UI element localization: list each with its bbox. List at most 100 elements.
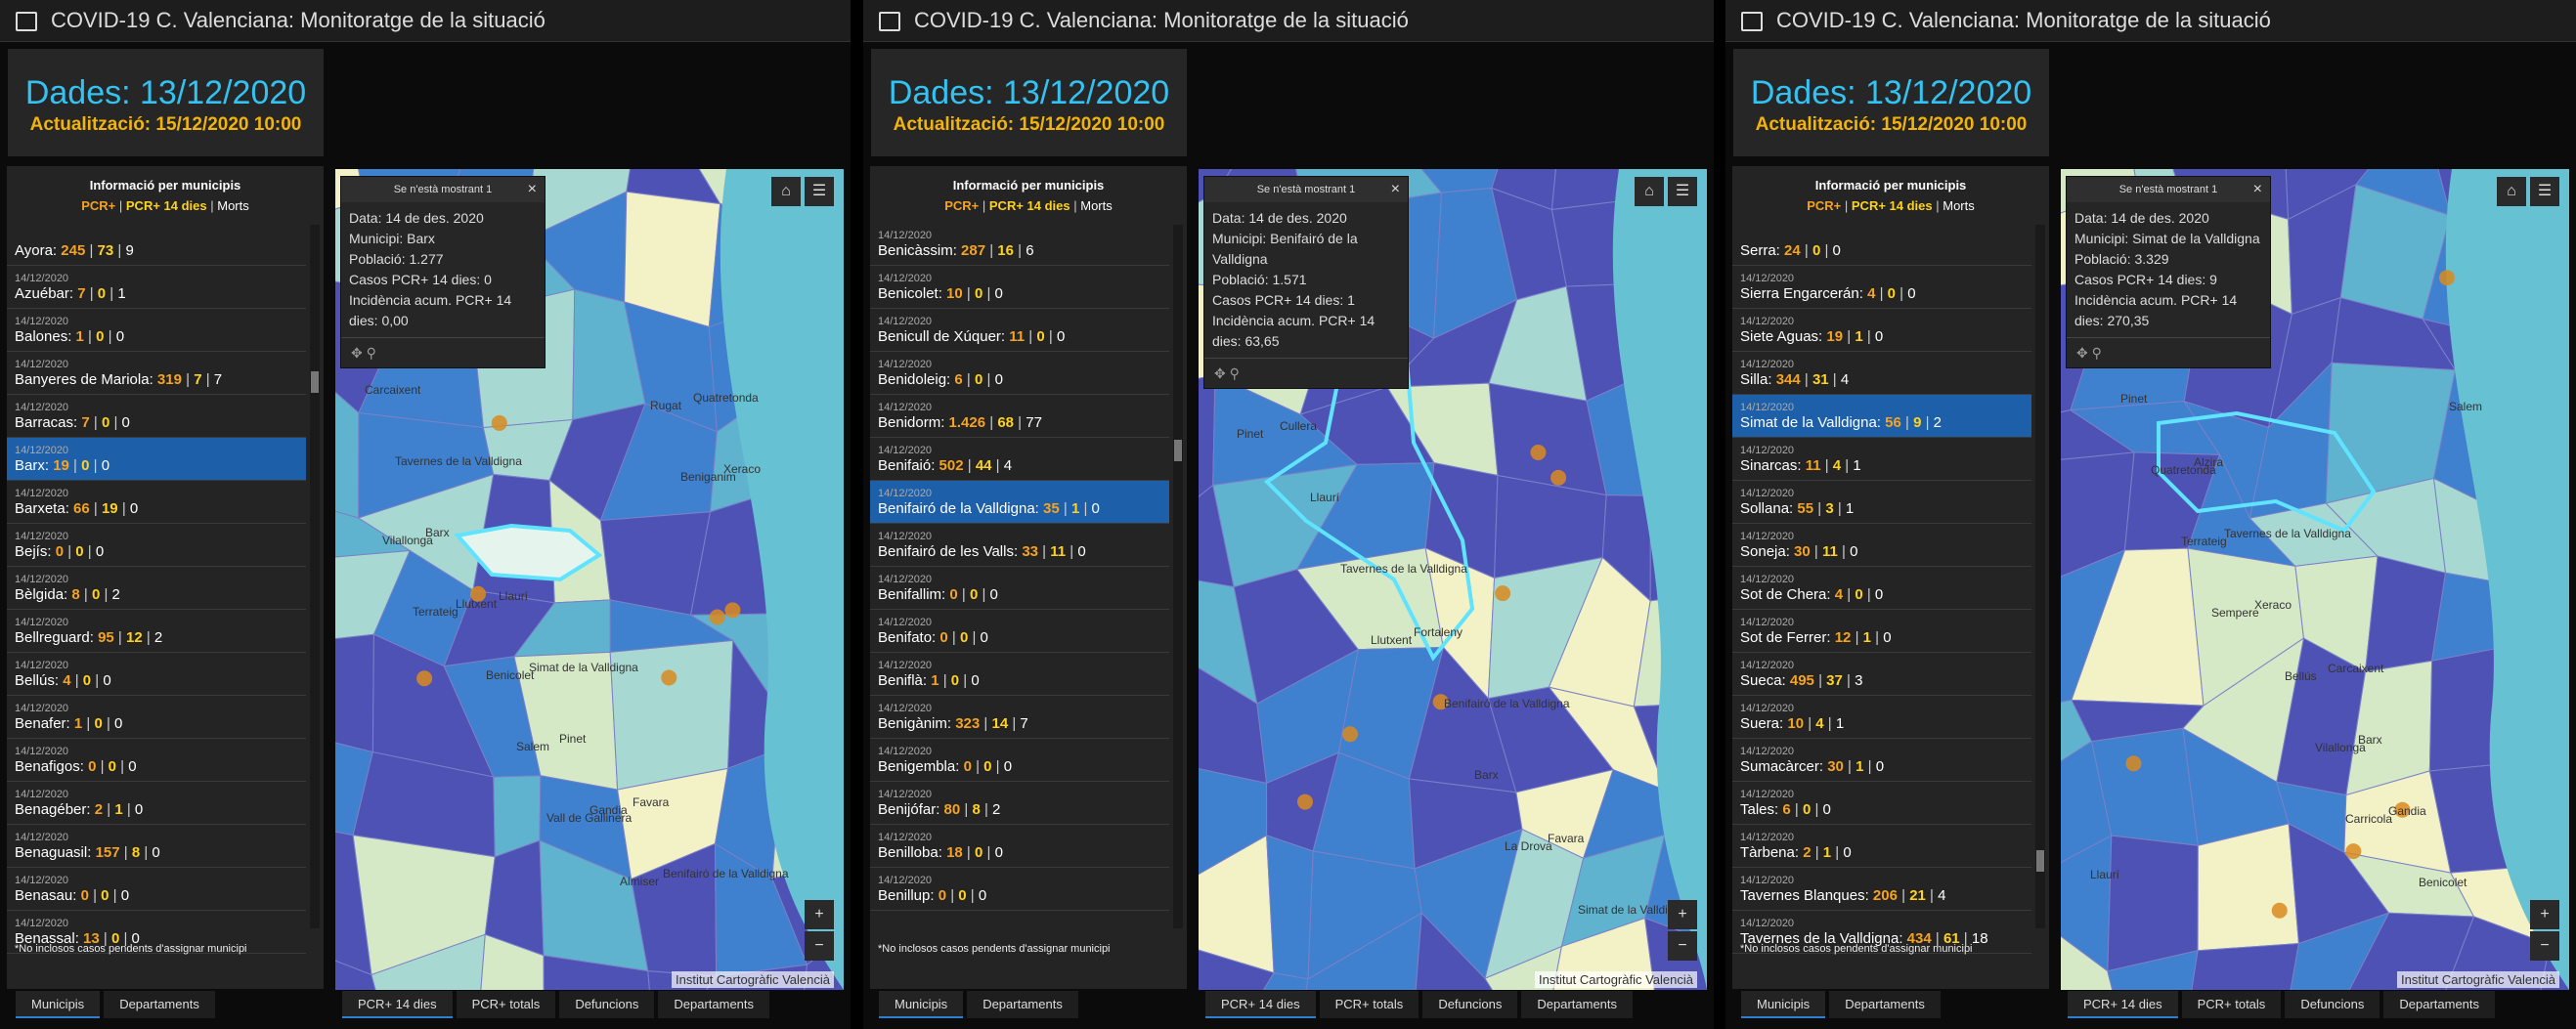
tab[interactable]: Municipis — [879, 991, 964, 1018]
home-button[interactable]: ⌂ — [1635, 177, 1664, 206]
list-row[interactable]: 14/12/2020 Benigànim: 323 | 14 | 7 — [870, 696, 1169, 739]
list-row[interactable]: 14/12/2020 Barracas: 7 | 0 | 0 — [7, 395, 306, 438]
tab[interactable]: PCR+ 14 dies — [2068, 991, 2178, 1018]
list-row[interactable]: 14/12/2020 Benifairó de les Valls: 33 | 1… — [870, 524, 1169, 567]
home-button[interactable]: ⌂ — [771, 177, 801, 206]
list-row[interactable]: 14/12/2020 Benagéber: 2 | 1 | 0 — [7, 782, 306, 825]
list-row[interactable]: 14/12/2020 Bellús: 4 | 0 | 0 — [7, 653, 306, 696]
list-row[interactable]: Ayora: 245 | 73 | 9 — [7, 223, 306, 266]
list-row[interactable]: 14/12/2020 Soneja: 30 | 11 | 0 — [1732, 524, 2031, 567]
list-row[interactable]: 14/12/2020 Simat de la Valldigna: 56 | 9 … — [1732, 395, 2031, 438]
tab[interactable]: PCR+ totals — [456, 991, 556, 1018]
tab[interactable]: Departaments — [2383, 991, 2496, 1018]
tab[interactable]: Departaments — [1829, 991, 1941, 1018]
list-row[interactable]: 14/12/2020 Bèlgida: 8 | 0 | 2 — [7, 567, 306, 610]
zoom-tool[interactable]: ⚲ — [366, 345, 376, 361]
list-row[interactable]: 14/12/2020 Benillup: 0 | 0 | 0 — [870, 868, 1169, 911]
list-row[interactable]: 14/12/2020 Benidoleig: 6 | 0 | 0 — [870, 352, 1169, 395]
municipality-area — [371, 933, 486, 990]
zoom-tool[interactable]: ⚲ — [1229, 365, 1240, 381]
zoom-tool[interactable]: ⚲ — [2091, 345, 2102, 361]
tab[interactable]: Departaments — [658, 991, 770, 1018]
list-row[interactable]: 14/12/2020 Barx: 19 | 0 | 0 — [7, 438, 306, 481]
list-row[interactable]: 14/12/2020 Silla: 344 | 31 | 4 — [1732, 352, 2031, 395]
tab[interactable]: Municipis — [16, 991, 101, 1018]
list-row[interactable]: 14/12/2020 Bellreguard: 95 | 12 | 2 — [7, 610, 306, 653]
list-row[interactable]: 14/12/2020 Benicolet: 10 | 0 | 0 — [870, 266, 1169, 309]
list-row[interactable]: 14/12/2020 Sot de Chera: 4 | 0 | 0 — [1732, 567, 2031, 610]
layers-button[interactable]: ☰ — [2530, 177, 2559, 206]
tab[interactable]: PCR+ 14 dies — [342, 991, 453, 1018]
list-row[interactable]: 14/12/2020 Benicàssim: 287 | 16 | 6 — [870, 223, 1169, 266]
list-row[interactable]: 14/12/2020 Benifallim: 0 | 0 | 0 — [870, 567, 1169, 610]
list-row[interactable]: 14/12/2020 Sueca: 495 | 37 | 3 — [1732, 653, 2031, 696]
tab[interactable]: Departaments — [1521, 991, 1634, 1018]
list-row[interactable]: 14/12/2020 Benafer: 1 | 0 | 0 — [7, 696, 306, 739]
popup-close[interactable]: × — [527, 181, 537, 197]
list-row[interactable]: 14/12/2020 Tavernes Blanques: 206 | 21 | … — [1732, 868, 2031, 911]
list-row[interactable]: 14/12/2020 Benifaió: 502 | 44 | 4 — [870, 438, 1169, 481]
pan-tool[interactable]: ✥ — [2076, 345, 2092, 361]
list-row[interactable]: 14/12/2020 Benifairó de la Valldigna: 35 … — [870, 481, 1169, 524]
list-row[interactable]: 14/12/2020 Sierra Engarcerán: 4 | 0 | 0 — [1732, 266, 2031, 309]
map[interactable]: Carcaixent Llaurí Favara Tavernes de la Val… — [335, 169, 844, 990]
zoom-in[interactable]: + — [2530, 900, 2559, 929]
list-row[interactable]: 14/12/2020 Sinarcas: 11 | 4 | 1 — [1732, 438, 2031, 481]
pan-tool[interactable]: ✥ — [1214, 365, 1230, 381]
list-row[interactable]: 14/12/2020 Benasau: 0 | 0 | 0 — [7, 868, 306, 911]
layers-button[interactable]: ☰ — [1668, 177, 1697, 206]
zoom-in[interactable]: + — [805, 900, 834, 929]
list-row[interactable]: 14/12/2020 Benassal: 13 | 0 | 0 — [7, 911, 306, 954]
tab[interactable]: PCR+ totals — [2181, 991, 2282, 1018]
map[interactable]: Alzira Carcaixent Llaurí Tavernes de la Val… — [2061, 169, 2569, 990]
popup-body: Data: 14 de des. 2020 Municipi: Benifairó… — [1204, 202, 1408, 358]
town-marker — [2271, 902, 2288, 919]
list-row[interactable]: 14/12/2020 Benilloba: 18 | 0 | 0 — [870, 825, 1169, 868]
home-button[interactable]: ⌂ — [2497, 177, 2526, 206]
popup-close[interactable]: × — [2252, 181, 2262, 197]
list-row[interactable]: 14/12/2020 Sumacàrcer: 30 | 1 | 0 — [1732, 739, 2031, 782]
zoom-out[interactable]: − — [1668, 931, 1697, 961]
row-value: 0 — [1056, 328, 1066, 345]
tab[interactable]: PCR+ 14 dies — [1205, 991, 1316, 1018]
list-row[interactable]: Serra: 24 | 0 | 0 — [1732, 223, 2031, 266]
list-row[interactable]: 14/12/2020 Siete Aguas: 19 | 1 | 0 — [1732, 309, 2031, 352]
scrollbar[interactable] — [310, 225, 320, 928]
pan-tool[interactable]: ✥ — [351, 345, 367, 361]
tab[interactable]: Departaments — [967, 991, 1078, 1018]
list-row[interactable]: 14/12/2020 Benidorm: 1.426 | 68 | 77 — [870, 395, 1169, 438]
tab[interactable]: Defuncions — [559, 991, 655, 1018]
zoom-in[interactable]: + — [1668, 900, 1697, 929]
list-row[interactable]: 14/12/2020 Benicull de Xúquer: 11 | 0 | 0 — [870, 309, 1169, 352]
scrollbar[interactable] — [2035, 225, 2045, 928]
layers-button[interactable]: ☰ — [805, 177, 834, 206]
zoom-out[interactable]: − — [2530, 931, 2559, 961]
map[interactable]: Cullera Fortaleny Favara Llaurí Benifairó de… — [1199, 169, 1707, 990]
tab[interactable]: Municipis — [1741, 991, 1826, 1018]
scrollbar[interactable] — [1173, 225, 1183, 928]
list-row[interactable]: 14/12/2020 Banyeres de Mariola: 319 | 7 |… — [7, 352, 306, 395]
list-row[interactable]: 14/12/2020 Sot de Ferrer: 12 | 1 | 0 — [1732, 610, 2031, 653]
list-row[interactable]: 14/12/2020 Tàrbena: 2 | 1 | 0 — [1732, 825, 2031, 868]
list-row[interactable]: 14/12/2020 Azuébar: 7 | 0 | 1 — [7, 266, 306, 309]
tab[interactable]: Defuncions — [1422, 991, 1518, 1018]
list-row[interactable]: 14/12/2020 Beniflà: 1 | 0 | 0 — [870, 653, 1169, 696]
list-row[interactable]: 14/12/2020 Benigembla: 0 | 0 | 0 — [870, 739, 1169, 782]
list-row[interactable]: 14/12/2020 Balones: 1 | 0 | 0 — [7, 309, 306, 352]
data-date: Dades: 13/12/2020 — [888, 74, 1170, 111]
list-row[interactable]: 14/12/2020 Benijófar: 80 | 8 | 2 — [870, 782, 1169, 825]
zoom-out[interactable]: − — [805, 931, 834, 961]
list-row[interactable]: 14/12/2020 Benifato: 0 | 0 | 0 — [870, 610, 1169, 653]
list-row[interactable]: 14/12/2020 Benafigos: 0 | 0 | 0 — [7, 739, 306, 782]
tab[interactable]: Departaments — [104, 991, 215, 1018]
tab[interactable]: Defuncions — [2285, 991, 2380, 1018]
list-row[interactable]: 14/12/2020 Barxeta: 66 | 19 | 0 — [7, 481, 306, 524]
tab[interactable]: PCR+ totals — [1319, 991, 1419, 1018]
list-row[interactable]: 14/12/2020 Benaguasil: 157 | 8 | 0 — [7, 825, 306, 868]
list-row[interactable]: 14/12/2020 Tavernes de la Valldigna: 434 … — [1732, 911, 2031, 954]
list-row[interactable]: 14/12/2020 Bejís: 0 | 0 | 0 — [7, 524, 306, 567]
list-row[interactable]: 14/12/2020 Sollana: 55 | 3 | 1 — [1732, 481, 2031, 524]
list-row[interactable]: 14/12/2020 Suera: 10 | 4 | 1 — [1732, 696, 2031, 739]
popup-close[interactable]: × — [1390, 181, 1400, 197]
list-row[interactable]: 14/12/2020 Tales: 6 | 0 | 0 — [1732, 782, 2031, 825]
